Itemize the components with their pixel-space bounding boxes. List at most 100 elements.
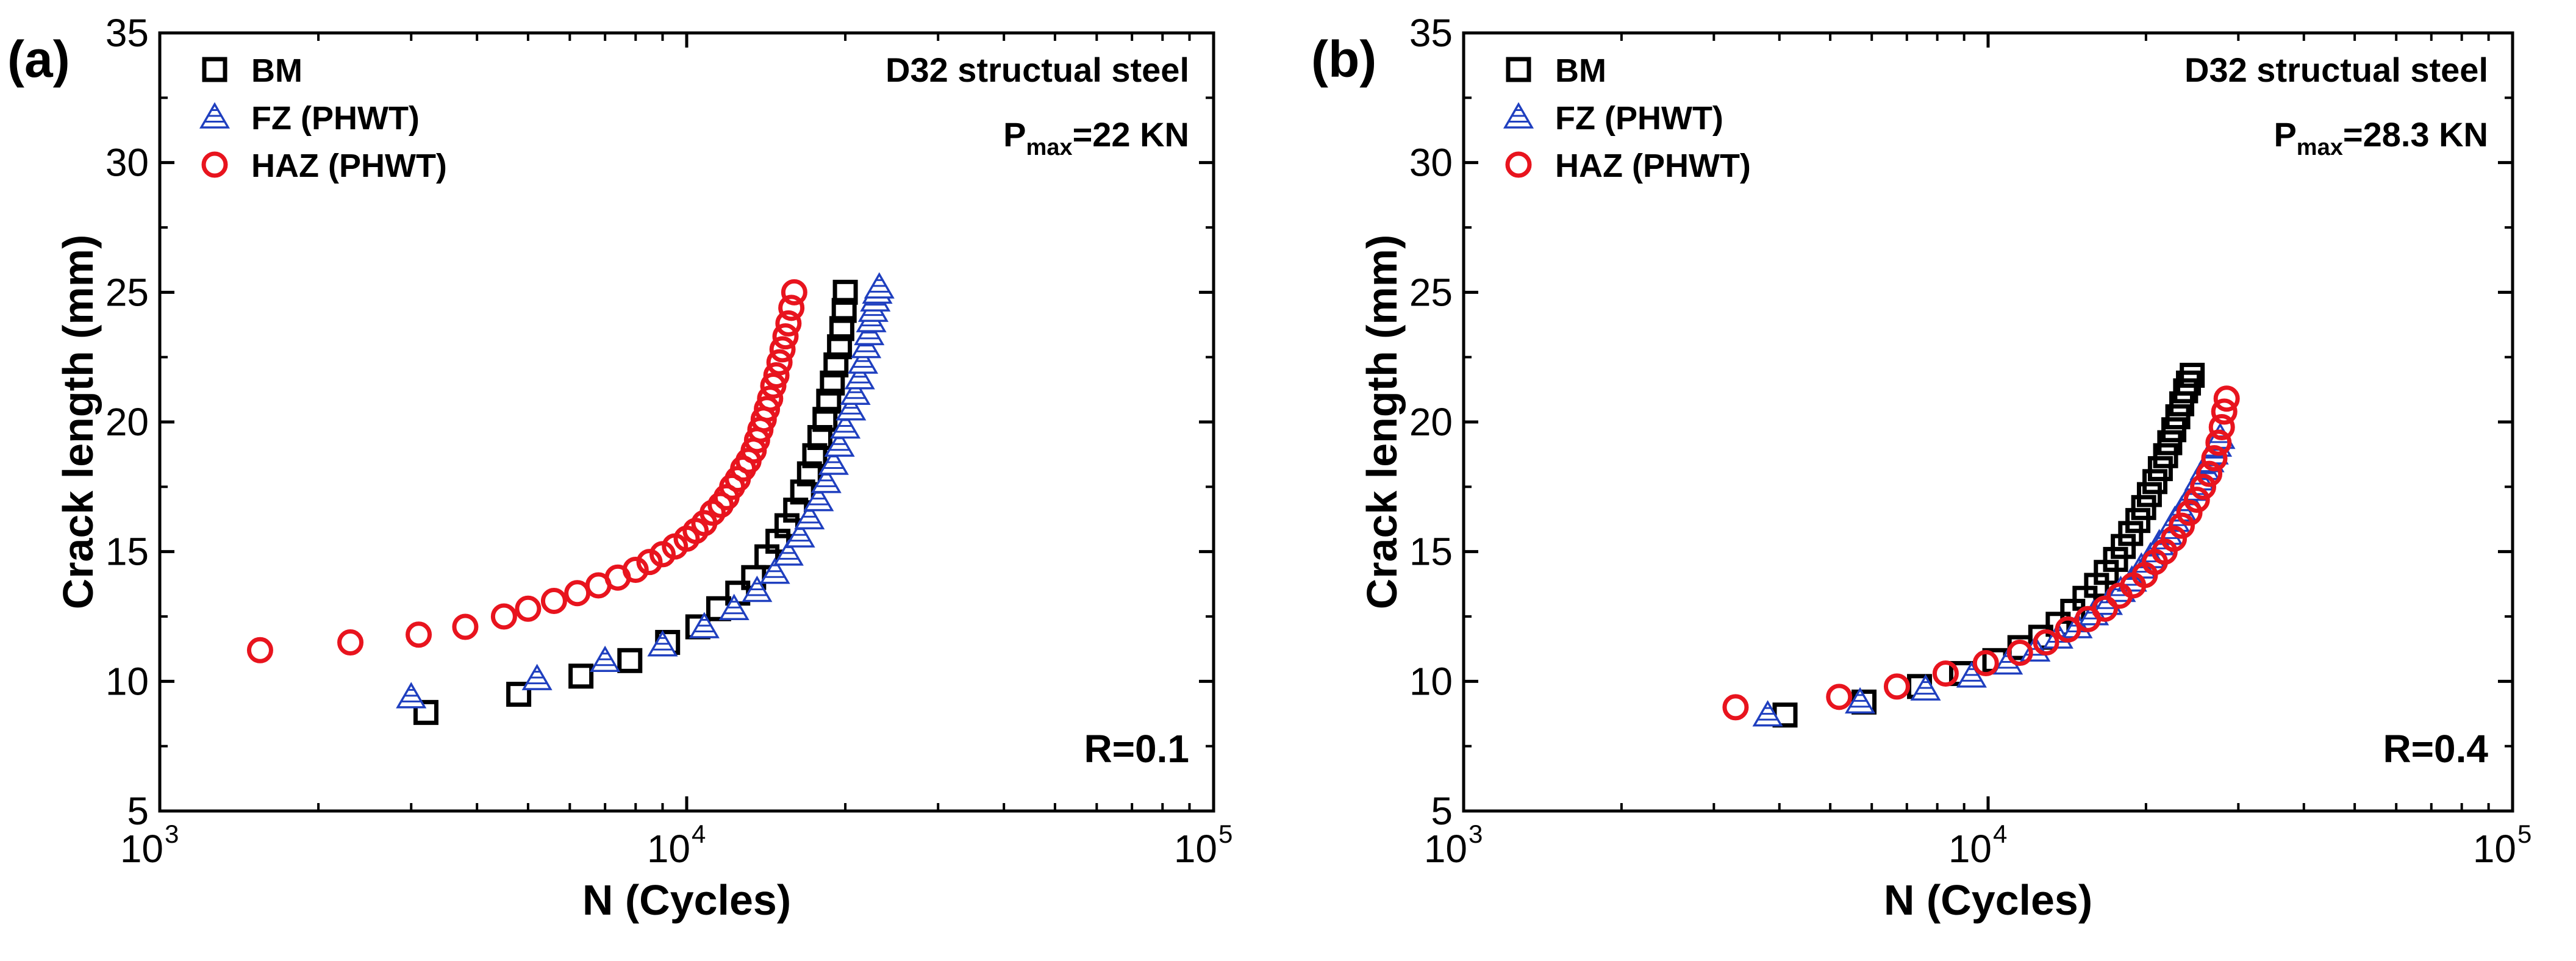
y-tick-label: 25 <box>1409 270 1453 314</box>
data-point <box>816 388 842 414</box>
data-point <box>590 645 621 673</box>
data-point <box>763 362 790 388</box>
y-tick-label: 15 <box>1409 530 1453 574</box>
series-circle <box>1722 385 2240 721</box>
data-point <box>2176 499 2203 526</box>
data-point <box>1883 673 1910 700</box>
x-tick-label: 10 4 <box>647 820 706 871</box>
legend-label: HAZ (PHWT) <box>251 148 447 184</box>
data-point <box>830 412 861 439</box>
stress-ratio-label: R=0.4 <box>2383 727 2488 771</box>
y-axis-title: Crack length (mm) <box>54 235 102 610</box>
x-tick-label: 10 5 <box>2473 820 2532 871</box>
data-point <box>831 298 857 323</box>
legend-label: BM <box>251 52 302 89</box>
pmax-subscript: max <box>2297 135 2343 160</box>
data-point <box>2125 508 2151 534</box>
data-point <box>2153 443 2178 468</box>
series-circle <box>246 279 807 663</box>
x-tick-label: 10 4 <box>1948 820 2008 871</box>
data-point <box>2142 469 2168 495</box>
data-point <box>2213 385 2240 412</box>
data-point <box>2111 534 2136 559</box>
data-point <box>515 595 542 622</box>
x-tick-label-exp: 3 <box>165 820 179 848</box>
data-point <box>2161 525 2188 552</box>
data-point <box>823 352 849 377</box>
data-point <box>647 630 678 657</box>
data-point <box>452 613 479 640</box>
y-tick-label: 15 <box>106 530 149 574</box>
data-point <box>2157 430 2183 455</box>
data-point <box>568 663 594 689</box>
pmax-value: =28.3 KN <box>2343 115 2488 154</box>
data-point <box>864 272 895 299</box>
legend-label: HAZ (PHWT) <box>1555 148 1751 184</box>
data-point <box>1910 674 1941 701</box>
data-point <box>742 575 773 602</box>
data-point <box>772 323 799 350</box>
data-point <box>840 378 871 405</box>
data-point <box>2165 404 2191 429</box>
data-point <box>769 336 796 363</box>
data-point <box>337 629 364 656</box>
legend-label: BM <box>1555 52 1606 89</box>
data-point <box>2190 473 2217 500</box>
data-point <box>246 637 273 663</box>
data-point <box>2161 417 2187 443</box>
y-tick-label: 35 <box>1409 11 1453 55</box>
data-point <box>1932 660 1959 687</box>
legend-marker <box>1506 57 1531 82</box>
material-annotation: D32 structual steel <box>2184 51 2488 89</box>
x-tick-label-exp: 4 <box>692 820 706 848</box>
data-point <box>396 682 427 709</box>
pmax-symbol: P <box>1003 115 1026 154</box>
data-point <box>2033 629 2059 656</box>
x-tick-label: 10 3 <box>120 820 179 871</box>
data-point <box>2173 378 2199 404</box>
pmax-annotation: Pmax=28.3 KN <box>2274 115 2488 160</box>
data-point <box>1845 687 1876 714</box>
material-annotation: D32 structual steel <box>886 51 1189 89</box>
data-point <box>2183 487 2210 513</box>
legend-marker <box>1505 151 1532 178</box>
data-point <box>851 332 882 359</box>
data-point <box>1752 700 1783 727</box>
data-point <box>2196 460 2223 487</box>
data-point <box>1722 694 1749 721</box>
y-tick-label: 5 <box>127 789 149 833</box>
x-tick-label-exp: 3 <box>1469 820 1483 848</box>
data-point <box>775 310 802 337</box>
data-point <box>718 593 750 620</box>
data-point <box>1972 650 1999 677</box>
pmax-annotation: Pmax=22 KN <box>1003 115 1189 160</box>
x-tick-label-base: 10 <box>1424 827 1467 871</box>
x-tick-label-base: 10 <box>2473 827 2516 871</box>
panel-label: (a) <box>7 30 70 88</box>
x-tick-label-base: 10 <box>120 827 163 871</box>
data-point <box>2201 445 2228 472</box>
series-square <box>1772 362 2205 728</box>
data-point <box>832 279 858 305</box>
data-point <box>820 370 845 396</box>
y-tick-label: 25 <box>106 270 149 314</box>
y-tick-label: 30 <box>106 141 149 185</box>
x-tick-label: 10 5 <box>1174 820 1233 871</box>
legend-marker <box>201 151 228 178</box>
data-point <box>773 539 804 566</box>
legend-marker <box>1503 102 1534 129</box>
data-point <box>406 621 432 648</box>
data-point <box>2176 370 2202 396</box>
data-point <box>2208 414 2235 441</box>
data-point <box>2169 512 2195 539</box>
data-point <box>2180 362 2205 388</box>
data-point <box>2131 495 2156 520</box>
y-tick-label: 5 <box>1431 789 1453 833</box>
y-tick-label: 20 <box>1409 400 1453 444</box>
y-tick-label: 35 <box>106 11 149 55</box>
x-tick-label-base: 10 <box>1174 827 1217 871</box>
y-axis-title: Crack length (mm) <box>1358 235 1406 610</box>
data-point <box>759 557 790 584</box>
